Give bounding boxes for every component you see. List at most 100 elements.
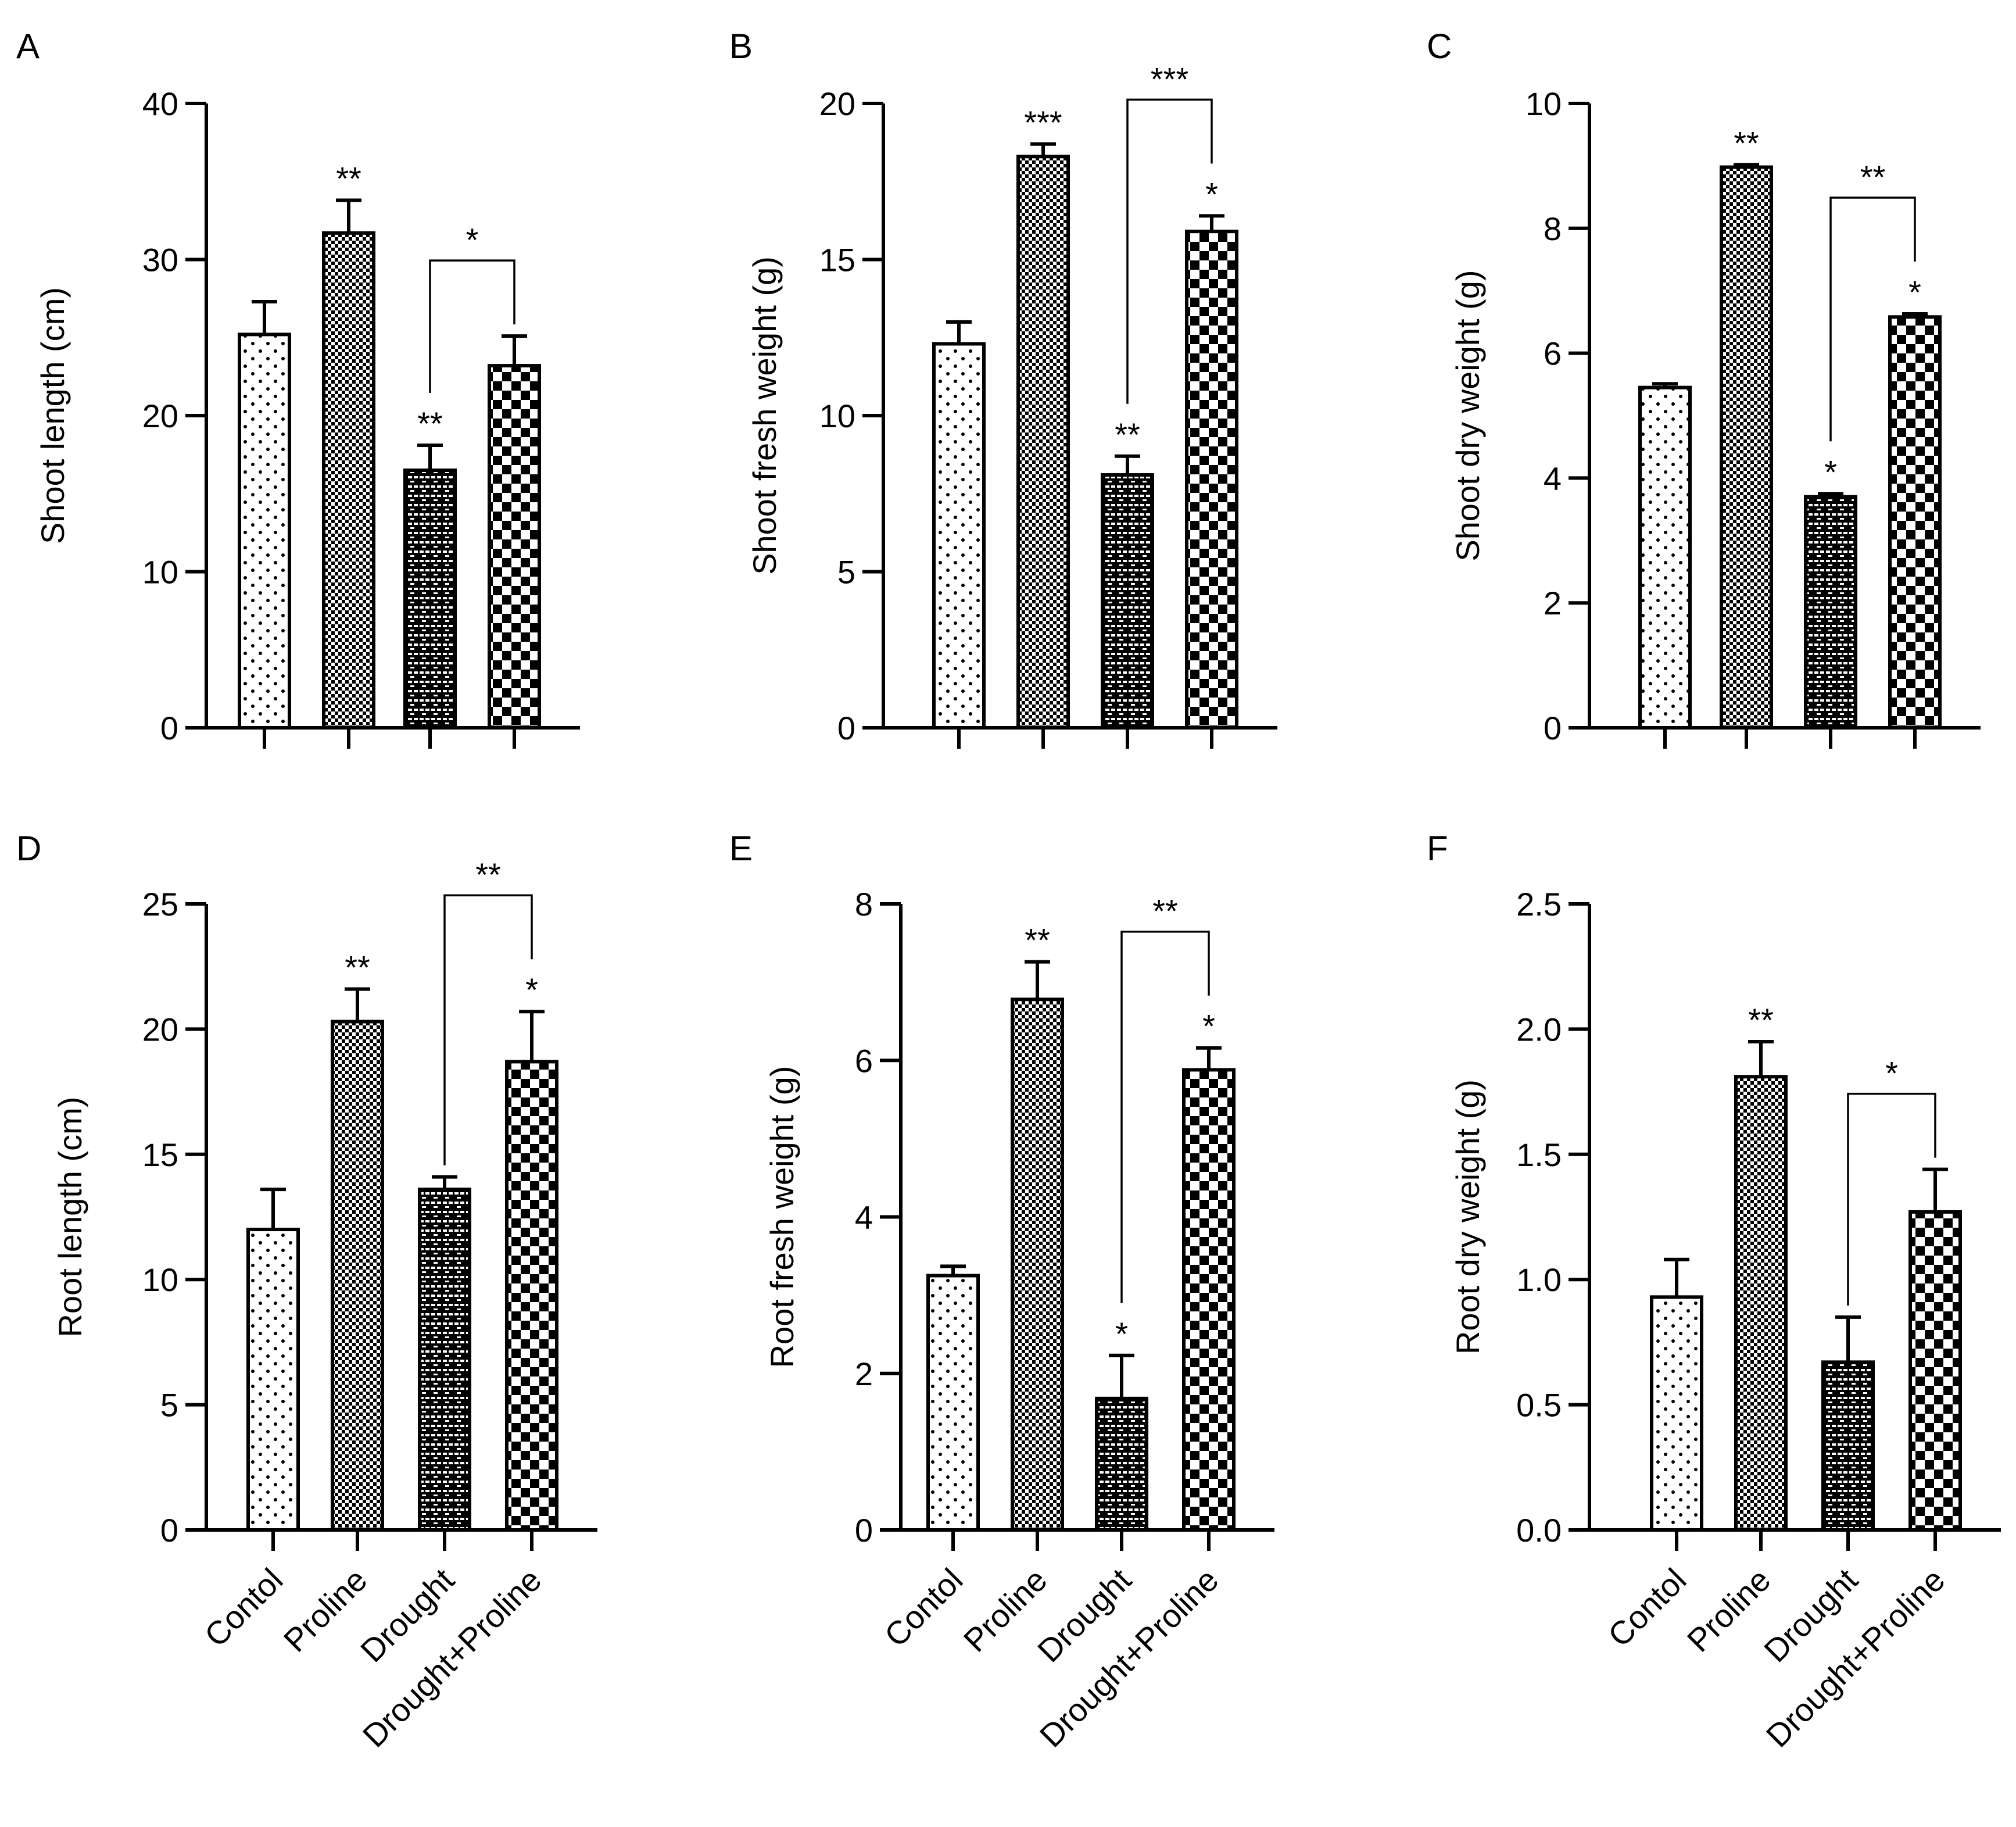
y-tick-label: 0.5: [1516, 1387, 1562, 1424]
bracket-significance: *: [1885, 1055, 1898, 1092]
significance-stars: *: [1202, 1008, 1215, 1045]
y-tick-label: 6: [1544, 335, 1562, 372]
y-tick-label: 0.0: [1516, 1512, 1562, 1549]
bar-proline: [1011, 997, 1064, 1532]
bar-drought: [1101, 473, 1154, 730]
bar-contol: [1638, 385, 1692, 730]
significance-stars: **: [1734, 124, 1759, 161]
y-tick-label: 4: [855, 1199, 873, 1236]
y-axis-title: Shoot dry weight (g): [1449, 270, 1486, 561]
bracket-significance: **: [475, 856, 501, 893]
significance-stars: *: [1115, 1315, 1128, 1352]
bar-drought-proline: [1182, 1068, 1236, 1532]
bar-drought-proline: [1908, 1210, 1962, 1532]
y-tick-label: 10: [1526, 85, 1562, 122]
bar-drought: [1095, 1396, 1148, 1532]
y-tick-label: 8: [1544, 210, 1562, 247]
comparison-bracket: [1126, 98, 1213, 404]
significance-stars: **: [1025, 922, 1050, 959]
comparison-bracket: [429, 259, 515, 394]
y-tick-label: 30: [142, 242, 178, 278]
bar-drought-proline: [1185, 230, 1238, 730]
significance-stars: **: [417, 405, 443, 442]
y-tick-label: 0: [837, 710, 855, 746]
y-tick-label: 15: [819, 242, 855, 278]
bar-contol: [238, 332, 291, 730]
significance-stars: *: [525, 971, 538, 1008]
bar-contol: [246, 1228, 300, 1532]
x-category-label: Contol: [197, 1561, 289, 1654]
bar-proline: [1016, 155, 1070, 730]
bar-drought: [1821, 1360, 1875, 1532]
panel-letter: B: [729, 27, 753, 66]
y-tick-label: 1.0: [1516, 1261, 1562, 1298]
significance-stars: **: [336, 160, 361, 196]
y-tick-label: 40: [142, 85, 178, 122]
y-tick-label: 5: [837, 554, 855, 591]
y-tick-label: 4: [1544, 460, 1562, 496]
y-tick-label: 10: [142, 554, 178, 591]
y-tick-label: 15: [142, 1136, 178, 1173]
y-axis-title: Root length (cm): [52, 1097, 88, 1338]
y-tick-label: 1.5: [1516, 1136, 1562, 1173]
comparison-bracket: [443, 894, 533, 1165]
bracket-significance: **: [1152, 893, 1178, 929]
bar-contol: [926, 1274, 980, 1532]
comparison-bracket: [1847, 1092, 1936, 1306]
x-category-label: Contol: [1600, 1561, 1693, 1654]
panel-letter: C: [1427, 27, 1452, 66]
bracket-significance: ***: [1151, 60, 1188, 97]
y-tick-label: 2.5: [1516, 886, 1562, 923]
panel-letter: D: [16, 829, 41, 868]
bar-proline: [331, 1020, 384, 1532]
significance-stars: **: [345, 949, 370, 985]
panel-letter: E: [729, 829, 753, 868]
bracket-significance: *: [466, 221, 479, 258]
significance-stars: **: [1748, 1002, 1774, 1038]
bar-drought: [418, 1188, 471, 1532]
significance-stars: *: [1908, 274, 1921, 310]
bar-proline: [1734, 1075, 1788, 1532]
significance-stars: ***: [1024, 104, 1062, 141]
comparison-bracket: [1120, 930, 1210, 1303]
y-tick-label: 5: [160, 1387, 178, 1424]
significance-stars: *: [1205, 176, 1218, 212]
y-axis-title: Root dry weight (g): [1449, 1079, 1486, 1354]
y-tick-label: 25: [142, 886, 178, 923]
bar-drought-proline: [1888, 315, 1942, 730]
bar-proline: [322, 231, 375, 730]
y-tick-label: 2.0: [1516, 1011, 1562, 1047]
bar-proline: [1720, 165, 1773, 730]
significance-stars: *: [1824, 453, 1837, 490]
y-tick-label: 20: [142, 1011, 178, 1047]
x-category-label: Contol: [877, 1561, 969, 1654]
bar-drought-proline: [505, 1060, 558, 1532]
panel-letter: A: [16, 27, 40, 66]
y-tick-label: 20: [819, 85, 855, 122]
bar-drought: [403, 468, 457, 730]
bar-drought: [1804, 495, 1857, 730]
y-tick-label: 0: [855, 1512, 873, 1549]
y-axis-title: Shoot length (cm): [34, 287, 71, 544]
y-tick-label: 0: [160, 1512, 178, 1549]
y-tick-label: 2: [855, 1356, 873, 1392]
comparison-bracket: [1829, 196, 1916, 442]
y-tick-label: 0: [1544, 710, 1562, 746]
panel-letter: F: [1427, 829, 1448, 868]
y-tick-label: 20: [142, 398, 178, 434]
bracket-significance: **: [1860, 159, 1886, 195]
y-axis-title: Root fresh weight (g): [764, 1066, 800, 1368]
bar-contol: [1650, 1295, 1703, 1532]
bar-contol: [932, 342, 986, 730]
y-tick-label: 10: [819, 398, 855, 434]
y-tick-label: 6: [855, 1042, 873, 1079]
y-tick-label: 2: [1544, 585, 1562, 621]
bar-drought-proline: [488, 364, 541, 730]
